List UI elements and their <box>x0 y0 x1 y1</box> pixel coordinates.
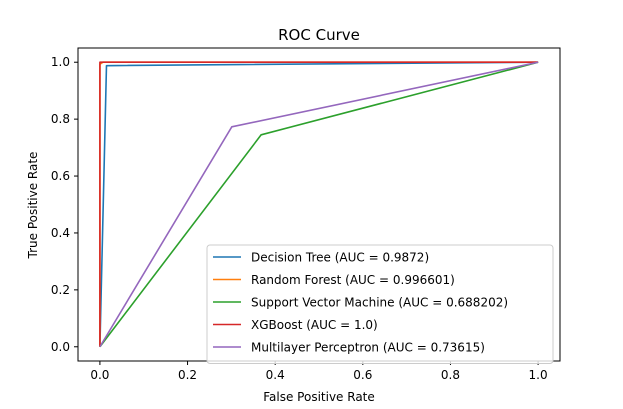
series-line-3 <box>99 61 539 347</box>
y-axis-label: True Positive Rate <box>26 152 40 260</box>
y-tick-label: 0.2 <box>51 283 70 297</box>
legend-entry-label: Random Forest (AUC = 0.996601) <box>251 273 455 287</box>
x-tick-label: 0.4 <box>266 368 285 382</box>
series-line-0 <box>99 61 539 347</box>
legend-entry-label: Multilayer Perceptron (AUC = 0.73615) <box>251 341 485 355</box>
x-axis-ticks: 0.0 0.2 0.4 0.6 0.8 1.0 <box>90 361 548 382</box>
y-tick-label: 0.4 <box>51 226 70 240</box>
x-axis-label: False Positive Rate <box>263 390 375 404</box>
x-tick-label: 0.8 <box>441 368 460 382</box>
legend-entry-label: XGBoost (AUC = 1.0) <box>251 318 378 332</box>
series-line-2 <box>99 61 539 348</box>
legend-entry-label: Decision Tree (AUC = 0.9872) <box>251 251 429 265</box>
x-tick-label: 0.0 <box>90 368 109 382</box>
x-tick-label: 1.0 <box>529 368 548 382</box>
plot-lines <box>99 61 539 348</box>
series-line-4 <box>99 61 539 348</box>
y-tick-label: 1.0 <box>51 55 70 69</box>
y-axis-ticks: 0.0 0.2 0.4 0.6 0.8 1.0 <box>51 55 78 354</box>
x-tick-label: 0.6 <box>353 368 372 382</box>
chart-title: ROC Curve <box>278 26 360 44</box>
y-tick-label: 0.8 <box>51 112 70 126</box>
x-tick-label: 0.2 <box>178 368 197 382</box>
legend-box <box>206 244 554 364</box>
legend: Decision Tree (AUC = 0.9872) Random Fores… <box>206 244 554 364</box>
legend-entry-label: Support Vector Machine (AUC = 0.688202) <box>251 296 508 310</box>
y-tick-label: 0.6 <box>51 169 70 183</box>
y-tick-label: 0.0 <box>51 340 70 354</box>
